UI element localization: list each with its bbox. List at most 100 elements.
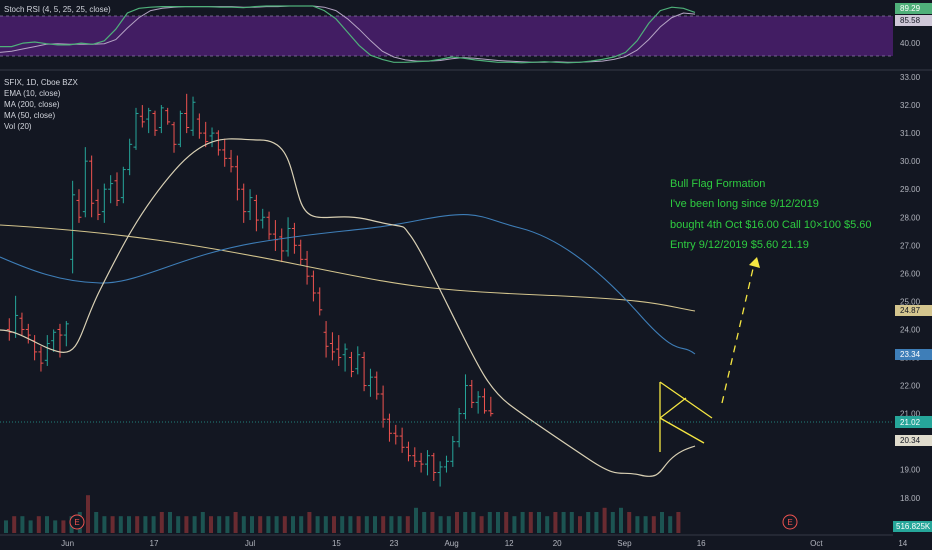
price-labels: 24.87 23.34 21.02 20.34 516.825K bbox=[893, 305, 932, 532]
price-tick-4: 29.00 bbox=[900, 185, 921, 194]
volume-bar bbox=[45, 516, 49, 533]
volume-bar bbox=[209, 516, 213, 533]
time-tick-11: 14 bbox=[898, 539, 907, 548]
volume-bar bbox=[20, 516, 25, 533]
volume-bar bbox=[217, 516, 222, 533]
volume-bar bbox=[102, 516, 107, 533]
volume-bar bbox=[373, 516, 377, 533]
volume-bar bbox=[168, 512, 172, 533]
annotation-line-2: I've been long since 9/12/2019 bbox=[670, 198, 819, 210]
volume-bar bbox=[307, 512, 312, 533]
volume-bar bbox=[520, 512, 525, 533]
price-tick-11: 22.00 bbox=[900, 382, 921, 391]
earnings-marker-oct-label: E bbox=[787, 518, 792, 527]
legend-vol: Vol (20) bbox=[4, 122, 32, 131]
price-tick-7: 26.00 bbox=[900, 269, 921, 278]
volume-bar bbox=[537, 512, 541, 533]
time-tick-2: Jul bbox=[245, 539, 255, 548]
price-tick-5: 28.00 bbox=[900, 213, 921, 222]
volume-bar bbox=[668, 516, 673, 533]
volume-bar bbox=[569, 512, 574, 533]
volume-bar bbox=[504, 512, 509, 533]
rsi-k-label: 89.29 bbox=[900, 4, 921, 13]
volume-bar bbox=[127, 516, 131, 533]
annotation-line-4: Entry 9/12/2019 $5.60 21.19 bbox=[670, 239, 809, 251]
last-price-label: 21.02 bbox=[900, 418, 921, 427]
annotation-line-1: Bull Flag Formation bbox=[670, 178, 765, 190]
price-tick-15: 18.00 bbox=[900, 494, 921, 503]
rsi-d-label-box bbox=[895, 15, 932, 26]
volume-bar bbox=[332, 516, 336, 533]
price-tick-14: 19.00 bbox=[900, 466, 921, 475]
volume-bar bbox=[578, 516, 582, 533]
earnings-marker-oct[interactable]: E bbox=[782, 514, 798, 530]
price-tick-2: 31.00 bbox=[900, 129, 921, 138]
price-tick-12: 21.00 bbox=[900, 410, 921, 419]
volume-bar bbox=[602, 507, 607, 533]
time-tick-6: 12 bbox=[505, 539, 514, 548]
ema-line bbox=[0, 138, 696, 477]
volume-bar bbox=[274, 516, 279, 533]
time-tick-4: 23 bbox=[390, 539, 399, 548]
volume-bar bbox=[53, 520, 58, 533]
price-tick-3: 30.00 bbox=[900, 157, 921, 166]
volume-bar bbox=[438, 516, 443, 533]
time-axis: Jun 17 Jul 15 23 Aug 12 20 Sep 16 Oct 14 bbox=[61, 539, 908, 548]
earnings-marker-jun[interactable]: E bbox=[69, 514, 85, 530]
candles bbox=[6, 93, 494, 487]
volume-bar bbox=[151, 516, 156, 533]
rsi-d-label: 85.58 bbox=[900, 16, 921, 25]
breakout-arrow-head bbox=[749, 257, 760, 268]
volume-bar bbox=[479, 516, 484, 533]
rsi-k-line bbox=[0, 5, 696, 64]
volume-bar bbox=[250, 516, 254, 533]
time-tick-3: 15 bbox=[332, 539, 341, 548]
volume-bar bbox=[118, 516, 123, 533]
volume-bar bbox=[258, 516, 263, 533]
earnings-marker-jun-label: E bbox=[74, 518, 79, 527]
bull-flag-drawing bbox=[659, 259, 756, 452]
volume-bar bbox=[651, 516, 656, 533]
volume-bar bbox=[512, 516, 517, 533]
price-tick-0: 33.00 bbox=[900, 73, 921, 82]
volume-bar bbox=[241, 516, 246, 533]
volume-bar bbox=[643, 516, 648, 533]
volume-bar bbox=[12, 516, 17, 533]
volume-bar bbox=[159, 512, 164, 533]
time-tick-1: 17 bbox=[150, 539, 159, 548]
volume-bar bbox=[446, 516, 451, 533]
volume-bar bbox=[676, 512, 681, 533]
volume-bar bbox=[610, 512, 615, 533]
volume-bar bbox=[463, 512, 468, 533]
volume-bar bbox=[282, 516, 287, 533]
volume-bar bbox=[660, 512, 664, 533]
ema-price-label: 20.34 bbox=[900, 436, 921, 445]
legend-ma200: MA (200, close) bbox=[4, 100, 60, 109]
volume-bar bbox=[225, 516, 230, 533]
volume-bar bbox=[323, 516, 328, 533]
stoch-rsi-panel[interactable]: Stoch RSI (4, 5, 25, 25, close) 40.00 89… bbox=[0, 3, 932, 64]
time-tick-10: Oct bbox=[810, 539, 823, 548]
ma200-price-label: 24.87 bbox=[900, 306, 921, 315]
price-tick-9: 24.00 bbox=[900, 325, 921, 334]
volume-bar bbox=[4, 520, 8, 533]
volume-bar bbox=[176, 516, 181, 533]
rsi-tick-40: 40.00 bbox=[900, 39, 921, 48]
volume-bar bbox=[430, 512, 435, 533]
volume-bar bbox=[455, 512, 459, 533]
volume-bar bbox=[291, 516, 295, 533]
volume-bar bbox=[348, 516, 353, 533]
volume-label: 516.825K bbox=[896, 522, 931, 531]
volume-bar bbox=[192, 516, 197, 533]
ma50-line bbox=[0, 214, 696, 355]
volume-bar bbox=[94, 512, 99, 533]
volume-bar bbox=[627, 512, 632, 533]
price-tick-6: 27.00 bbox=[900, 241, 921, 250]
time-tick-8: Sep bbox=[617, 539, 632, 548]
volume-bar bbox=[635, 516, 640, 533]
rsi-k-label-box bbox=[895, 3, 932, 14]
volume-bar bbox=[135, 516, 140, 533]
volume-bar bbox=[36, 516, 41, 533]
volume-bar bbox=[414, 507, 418, 533]
